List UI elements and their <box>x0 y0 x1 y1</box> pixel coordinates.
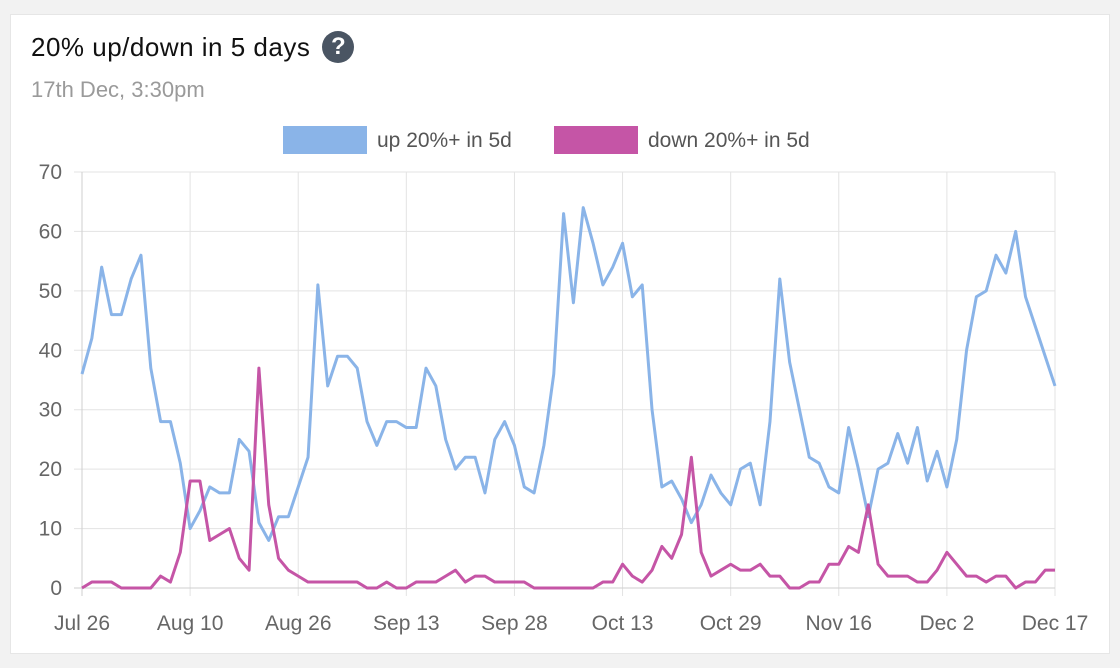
legend-swatch <box>554 126 638 154</box>
x-tick-label: Aug 26 <box>265 612 332 635</box>
question-circle-icon[interactable]: ? <box>322 31 355 63</box>
y-tick-label: 30 <box>39 399 62 422</box>
x-tick-label: Dec 2 <box>919 612 974 635</box>
x-tick-label: Sep 28 <box>481 612 548 635</box>
x-tick-label: Nov 16 <box>806 612 873 635</box>
legend-label: down 20%+ in 5d <box>648 129 810 152</box>
x-tick-label: Dec 17 <box>1022 612 1089 635</box>
x-tick-label: Sep 13 <box>373 612 440 635</box>
x-tick-label: Oct 29 <box>700 612 762 635</box>
chart-title: 20% up/down in 5 days <box>31 31 311 62</box>
y-tick-label: 50 <box>39 280 62 303</box>
title-row: 20% up/down in 5 days ? <box>31 31 355 63</box>
y-tick-label: 0 <box>50 577 62 600</box>
y-tick-label: 70 <box>39 161 62 184</box>
y-tick-label: 40 <box>39 339 62 362</box>
x-tick-label: Jul 26 <box>54 612 110 635</box>
chart-card: 20% up/down in 5 days ? 17th Dec, 3:30pm <box>10 14 1110 654</box>
legend-label: up 20%+ in 5d <box>377 129 512 152</box>
y-tick-label: 20 <box>39 458 62 481</box>
x-tick-label: Aug 10 <box>157 612 224 635</box>
y-tick-label: 60 <box>39 220 62 243</box>
legend-swatch <box>283 126 367 154</box>
series-line-up <box>80 206 1057 542</box>
chart-subtitle: 17th Dec, 3:30pm <box>31 77 205 102</box>
y-tick-label: 10 <box>39 518 62 541</box>
x-tick-label: Oct 13 <box>592 612 654 635</box>
series-line-down <box>81 366 1055 590</box>
